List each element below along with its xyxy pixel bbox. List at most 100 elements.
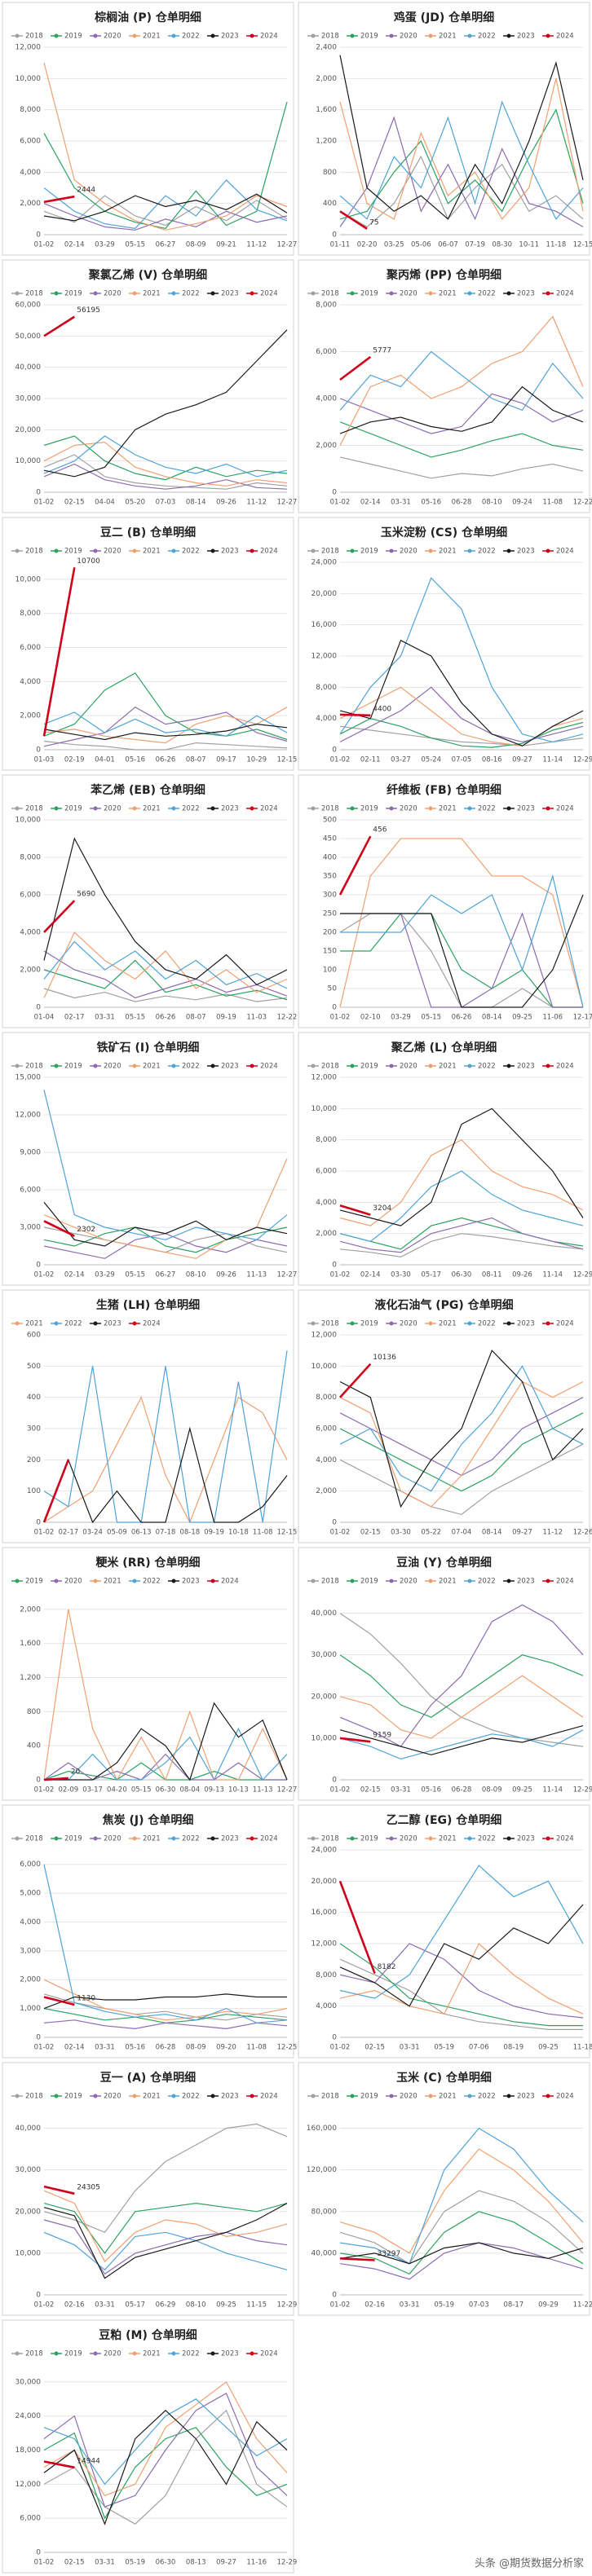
legend-marker [210,806,215,811]
x-tick-label: 02-14 [64,2044,85,2052]
legend-label: 2019 [360,1578,378,1586]
x-tick-label: 11-13 [246,1271,267,1279]
legend-marker [93,2094,98,2098]
series-line [339,577,584,743]
legend-label: 2023 [221,805,239,813]
legend-marker [210,291,215,296]
legend-marker [250,2351,254,2356]
legend-label: 2022 [478,2093,496,2101]
x-tick-label: 02-11 [360,756,381,764]
y-tick-label: 2,400 [316,44,337,52]
x-tick-label: 02-14 [360,1271,381,1279]
y-tick-label: 4,000 [20,169,41,177]
y-tick-label: 6,000 [316,1425,337,1433]
y-tick-label: 500 [27,1363,41,1371]
legend-label: 2021 [439,290,457,298]
series-line [339,1604,584,1747]
legend-marker [546,1063,550,1068]
y-tick-label: 1,200 [316,138,337,146]
legend-label: 2024 [143,1320,161,1328]
legend-label: 2018 [321,2093,339,2101]
legend-label: 2024 [260,548,278,556]
legend-label: 2021 [143,1835,161,1843]
x-tick-label: 01-02 [34,2301,55,2310]
y-tick-label: 20,000 [311,1693,338,1701]
legend-label: 2020 [400,1320,417,1328]
x-tick-label: 03-27 [391,756,411,764]
y-tick-label: 24,000 [311,559,338,567]
y-tick-label: 40,000 [311,1609,338,1618]
legend-marker [506,548,511,553]
x-tick-label: 08-07 [186,1014,206,1022]
x-tick-label: 12-26 [573,1529,592,1537]
y-tick-label: 800 [27,1708,41,1716]
x-tick-label: 08-14 [482,1014,502,1022]
y-tick-label: 0 [36,2292,41,2300]
legend-label: 2023 [517,805,535,813]
legend-marker [350,1321,355,1326]
x-tick-label: 08-10 [186,1271,206,1279]
x-tick-label: 02-20 [357,241,378,249]
y-tick-label: 0 [332,2034,337,2042]
legend-label: 2021 [104,1578,121,1586]
x-tick-label: 03-31 [95,2301,115,2310]
x-tick-label: 11-12 [542,1529,563,1537]
series-line [339,2190,584,2265]
y-tick-label: 450 [323,835,337,843]
series-line [339,456,584,479]
data-label: 3204 [373,1204,391,1213]
y-tick-label: 3,000 [20,1947,41,1955]
legend-marker [350,291,355,296]
legend-label: 2023 [517,290,535,298]
x-tick-label: 06-30 [452,1271,472,1279]
x-tick-label: 03-25 [384,241,404,249]
x-tick-label: 05-19 [434,2301,454,2310]
legend-label: 2022 [182,2350,200,2358]
series-line [43,1350,288,1523]
series-line [339,713,371,717]
x-tick-label: 07-04 [452,1529,472,1537]
legend-label: 2019 [64,805,82,813]
legend-marker [467,1579,472,1583]
legend-marker [15,2094,20,2098]
y-tick-label: 400 [323,200,337,208]
legend-label: 2020 [104,33,121,41]
x-tick-label: 05-15 [125,1271,145,1279]
series-line [339,1943,584,2019]
legend-marker [15,806,20,811]
legend-marker [93,1579,98,1583]
y-tick-label: 16,000 [311,621,338,629]
series-line [339,155,584,228]
chart-panel: 聚丙烯 (PP) 仓单明细 0 2,000 4,000 6,000 8,000 01-02 0… [298,259,592,513]
x-tick-label: 08-13 [186,2559,206,2567]
legend-marker [210,2351,215,2356]
legend-marker [132,1063,137,1068]
series-line [43,1996,75,2006]
chart-title: 聚氯乙烯 (V) 仓单明细 [88,268,207,282]
y-tick-label: 4,000 [316,715,337,723]
x-tick-label: 02-15 [64,499,85,507]
series-line [43,1993,287,2010]
legend-marker [546,2094,550,2098]
series-line [339,2242,584,2265]
x-tick-label: 08-10 [482,499,502,507]
x-tick-label: 09-26 [216,499,236,507]
series-line [43,706,288,747]
x-tick-label: 02-15 [360,1529,381,1537]
series-line [43,1979,288,2021]
x-tick-label: 09-26 [512,1271,532,1279]
legend-marker [428,1836,433,1841]
legend-marker [54,1836,59,1841]
y-tick-label: 30,000 [15,395,42,403]
series-line [43,711,288,737]
x-tick-label: 02-16 [64,2301,85,2310]
legend-marker [546,548,550,553]
x-tick-label: 08-14 [482,1529,502,1537]
y-tick-label: 12,000 [15,1112,42,1120]
chart-panel: 聚氯乙烯 (V) 仓单明细 0 10,000 20,000 30,000 40,000 50… [2,259,297,513]
series-line [339,686,584,743]
x-tick-label: 07-03 [156,499,176,507]
x-tick-label: 06-26 [452,1014,472,1022]
legend-marker [54,33,59,38]
series-line [339,1675,584,1739]
